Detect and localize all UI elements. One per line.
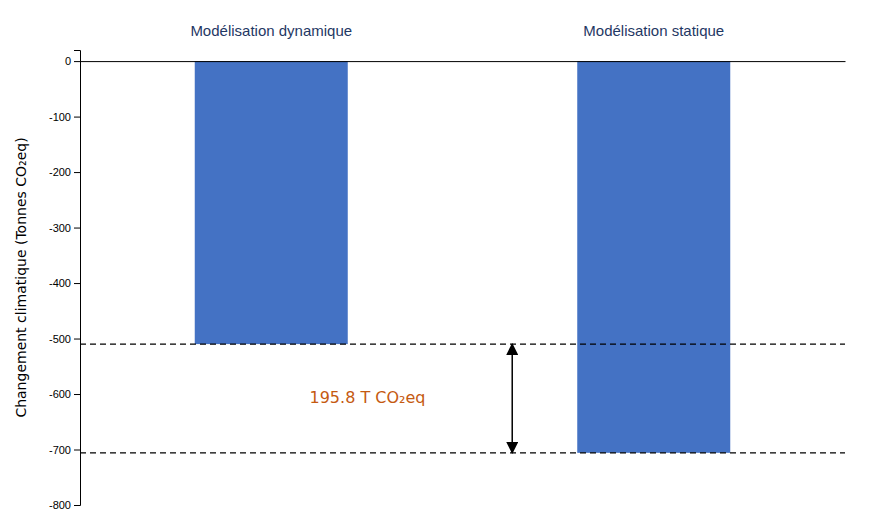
tick-label: -700 <box>49 444 71 456</box>
tick: -200 <box>49 166 80 178</box>
annotation: 195.8 T CO₂eq <box>310 388 426 407</box>
y-axis-title: Changement climatique (Tonnes CO₂eq) <box>13 137 29 417</box>
reference-line <box>80 452 845 453</box>
marks <box>80 61 845 453</box>
tick-mark <box>74 283 80 284</box>
tick: -500 <box>49 333 80 345</box>
tick-mark <box>74 394 80 395</box>
tick-mark <box>74 172 80 173</box>
tick-label: -600 <box>49 388 71 400</box>
tick-label: -100 <box>49 111 71 123</box>
tick: -600 <box>49 388 80 400</box>
tick-mark <box>74 450 80 451</box>
tick-label: -400 <box>49 277 71 289</box>
axis-line <box>81 61 846 62</box>
tick: -700 <box>49 444 80 456</box>
tick: -100 <box>49 111 80 123</box>
y-axis: 0 -100 -200 -300 -400 -500 -600 -700 -800 <box>49 51 81 512</box>
category-label: Modélisation statique <box>583 22 724 39</box>
tick-mark <box>74 61 80 62</box>
tick-label: -800 <box>49 499 71 511</box>
tick-mark <box>74 339 80 340</box>
tick: 0 <box>65 55 80 67</box>
difference-arrow <box>511 344 513 453</box>
tick: -400 <box>49 277 80 289</box>
tick: Modélisation statique <box>583 22 724 50</box>
axis-line <box>74 51 81 506</box>
tick-label: -300 <box>49 222 71 234</box>
tick-mark <box>74 505 80 506</box>
category-axis: Modélisation dynamique Modélisation stati… <box>190 22 724 50</box>
tick-mark <box>74 117 80 118</box>
x-axis <box>81 61 846 62</box>
bar <box>577 61 730 453</box>
chart: 195.8 T CO₂eq 0 -100 -200 -300 -400 -500 -600 -7… <box>0 0 869 525</box>
tick: -300 <box>49 222 80 234</box>
category-label: Modélisation dynamique <box>190 22 352 39</box>
tick-label: -200 <box>49 166 71 178</box>
bar <box>195 61 348 344</box>
tick-label: -500 <box>49 333 71 345</box>
tick-label: 0 <box>65 55 71 67</box>
tick: Modélisation dynamique <box>190 22 352 50</box>
tick: -800 <box>49 499 80 511</box>
tick-mark <box>74 228 80 229</box>
plot: 195.8 T CO₂eq 0 -100 -200 -300 -400 -500 -600 -7… <box>49 22 846 511</box>
reference-line <box>80 343 845 344</box>
